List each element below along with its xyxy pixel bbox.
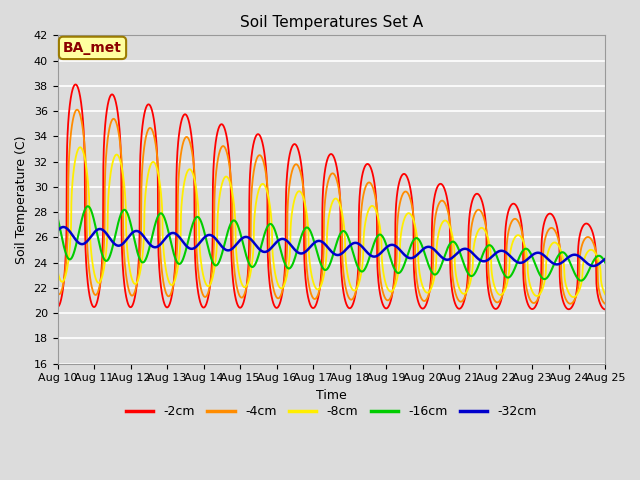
-16cm [54, 215, 61, 220]
-16cm [550, 263, 557, 269]
-32cm [207, 232, 214, 238]
Legend: -2cm, -4cm, -8cm, -16cm, -32cm: -2cm, -4cm, -8cm, -16cm, -32cm [121, 400, 542, 423]
-32cm [385, 243, 393, 249]
-16cm [385, 250, 393, 256]
-2cm [385, 303, 393, 309]
-16cm [207, 254, 214, 260]
-16cm [577, 278, 585, 284]
Line: -32cm: -32cm [58, 227, 605, 266]
-2cm [550, 214, 557, 219]
-32cm [395, 245, 403, 251]
-4cm [550, 226, 557, 231]
Text: BA_met: BA_met [63, 41, 122, 55]
X-axis label: Time: Time [316, 389, 347, 402]
-32cm [601, 256, 609, 262]
-8cm [54, 268, 61, 274]
-32cm [171, 230, 179, 236]
-4cm [171, 271, 179, 277]
-8cm [207, 281, 214, 287]
-4cm [54, 290, 61, 296]
-2cm [171, 264, 179, 270]
-2cm [602, 307, 609, 312]
-32cm [60, 224, 67, 230]
Y-axis label: Soil Temperature (C): Soil Temperature (C) [15, 135, 28, 264]
-16cm [171, 255, 179, 261]
-8cm [385, 288, 393, 293]
Line: -2cm: -2cm [58, 84, 605, 310]
-2cm [395, 183, 403, 189]
Line: -16cm: -16cm [58, 206, 605, 281]
-4cm [207, 279, 214, 285]
-2cm [54, 304, 61, 310]
-8cm [76, 144, 84, 150]
-16cm [602, 260, 609, 265]
-2cm [601, 307, 609, 312]
-2cm [72, 82, 79, 87]
-4cm [395, 209, 403, 215]
-8cm [395, 268, 403, 274]
-8cm [570, 294, 577, 300]
Line: -4cm: -4cm [58, 110, 605, 304]
-4cm [73, 107, 81, 113]
-4cm [385, 297, 393, 303]
-32cm [550, 261, 557, 266]
-8cm [550, 240, 557, 246]
Line: -8cm: -8cm [58, 147, 605, 297]
-8cm [171, 277, 179, 283]
-16cm [395, 270, 403, 276]
-4cm [602, 301, 609, 307]
-32cm [602, 256, 609, 262]
-4cm [601, 301, 609, 307]
-16cm [601, 260, 609, 265]
Title: Soil Temperatures Set A: Soil Temperatures Set A [240, 15, 423, 30]
-32cm [589, 263, 597, 269]
-8cm [601, 291, 609, 297]
-32cm [54, 228, 61, 234]
-16cm [84, 204, 92, 209]
-8cm [602, 291, 609, 297]
-2cm [207, 277, 214, 283]
